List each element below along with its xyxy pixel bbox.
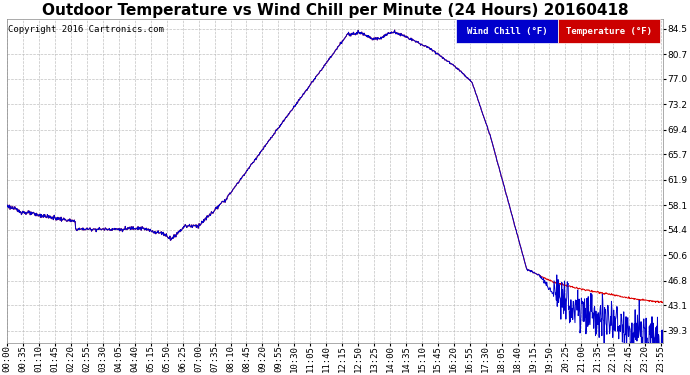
Text: Wind Chill (°F): Wind Chill (°F) (467, 27, 548, 36)
Text: Temperature (°F): Temperature (°F) (566, 27, 652, 36)
Text: Copyright 2016 Cartronics.com: Copyright 2016 Cartronics.com (8, 26, 164, 34)
Bar (558, 19, 660, 43)
Bar (456, 19, 558, 43)
Title: Outdoor Temperature vs Wind Chill per Minute (24 Hours) 20160418: Outdoor Temperature vs Wind Chill per Mi… (42, 3, 629, 18)
